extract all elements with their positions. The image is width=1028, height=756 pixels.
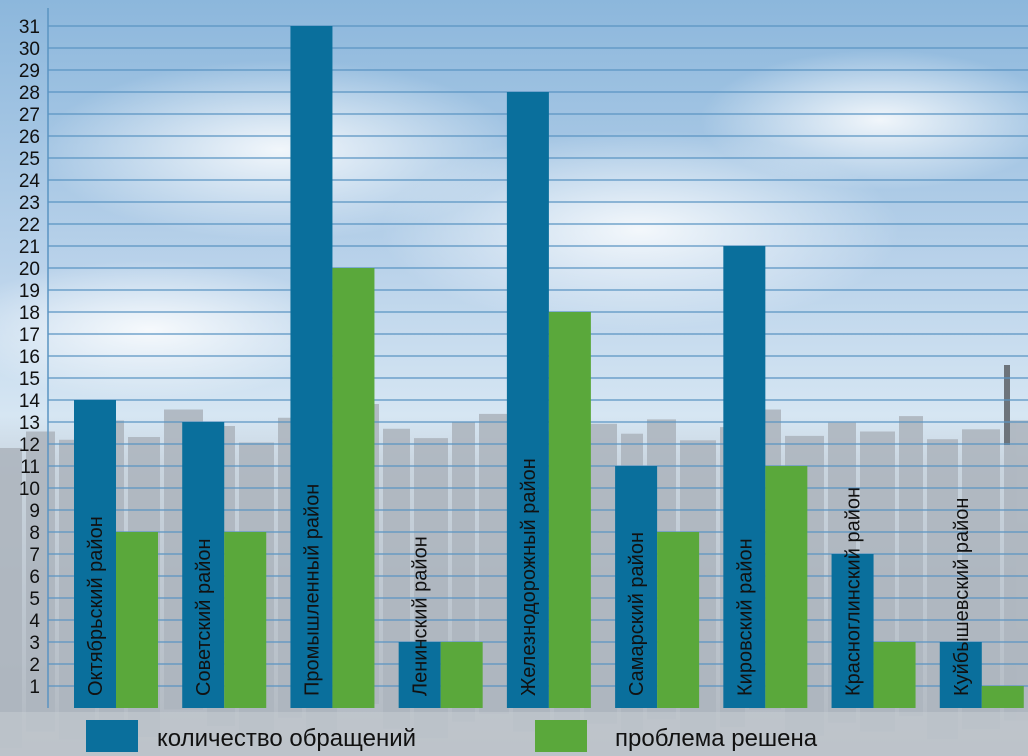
y-tick-label: 8 <box>29 523 40 544</box>
category-label: Кировский район <box>734 538 756 696</box>
legend-swatch-solved <box>535 720 587 752</box>
category-label: Самарский район <box>626 532 648 696</box>
y-tick-label: 24 <box>19 171 41 192</box>
legend-swatch-appeals <box>86 720 138 752</box>
y-tick-label: 22 <box>19 215 40 236</box>
legend-label-appeals: количество обращений <box>157 725 416 752</box>
y-tick-label: 2 <box>29 655 40 676</box>
y-tick-label: 16 <box>19 347 40 368</box>
y-tick-label: 5 <box>29 589 40 610</box>
category-label: Советский район <box>193 538 215 696</box>
bar-solved <box>116 532 158 708</box>
y-tick-label: 28 <box>19 83 40 104</box>
y-tick-label: 10 <box>19 479 40 500</box>
y-tick-label: 3 <box>29 633 40 654</box>
category-label: Куйбышевский район <box>951 498 973 696</box>
bar-solved <box>549 312 591 708</box>
y-tick-label: 21 <box>19 237 40 258</box>
bar-solved <box>224 532 266 708</box>
y-tick-label: 4 <box>29 611 40 632</box>
y-tick-label: 29 <box>19 61 40 82</box>
y-tick-label: 15 <box>19 369 40 390</box>
y-tick-label: 27 <box>19 105 40 126</box>
legend-label-solved: проблема решена <box>615 725 818 752</box>
y-tick-label: 14 <box>19 391 41 412</box>
category-label: Октябрьский район <box>85 516 107 696</box>
y-tick-label: 31 <box>19 17 40 38</box>
y-tick-label: 20 <box>19 259 40 280</box>
y-tick-label: 6 <box>29 567 40 588</box>
category-label: Промышленный район <box>301 484 323 696</box>
y-tick-label: 12 <box>19 435 40 456</box>
bar-solved <box>657 532 699 708</box>
category-label: Ленинский район <box>410 536 432 696</box>
y-tick-label: 18 <box>19 303 40 324</box>
y-tick-label: 30 <box>19 39 40 60</box>
category-label: Железнодорожный район <box>518 458 540 696</box>
legend-background <box>0 712 1028 756</box>
bar-solved <box>765 466 807 708</box>
bar-solved <box>441 642 483 708</box>
bar-solved <box>332 268 374 708</box>
y-tick-label: 26 <box>19 127 40 148</box>
y-tick-label: 7 <box>29 545 40 566</box>
y-tick-label: 1 <box>29 677 40 698</box>
category-label: Красноглинский район <box>843 487 865 696</box>
legend: количество обращений проблема решена <box>0 712 1028 756</box>
bar-solved <box>982 686 1024 708</box>
y-tick-label: 19 <box>19 281 40 302</box>
bar-solved <box>874 642 916 708</box>
y-tick-label: 17 <box>19 325 40 346</box>
y-tick-label: 25 <box>19 149 40 170</box>
skyline-building <box>479 414 509 714</box>
y-tick-label: 9 <box>29 501 40 522</box>
y-tick-label: 11 <box>20 457 40 478</box>
y-tick-label: 23 <box>19 193 40 214</box>
y-tick-label: 13 <box>19 413 40 434</box>
